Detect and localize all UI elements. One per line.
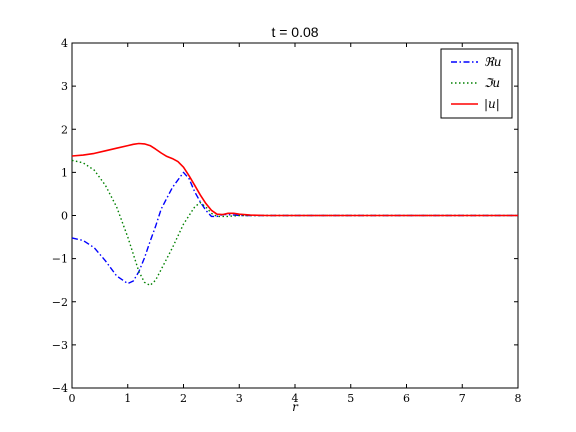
legend-label-1: ℜu [484,55,502,69]
y-tick-label: 0 [61,210,68,223]
y-tick-label: 3 [61,80,68,93]
y-tick-label: 1 [61,166,68,179]
y-tick-label: 4 [61,37,68,50]
legend-label-3: |u| [484,97,500,111]
legend: ℜu ℑu |u| [440,48,513,119]
legend-label-2: ℑu [484,76,500,90]
x-tick-label: 4 [292,392,299,405]
x-tick-label: 2 [180,392,187,405]
series-layer [71,142,518,287]
y-tick-label: −2 [52,296,68,309]
axis-ticks: 0 1 2 3 4 5 6 7 8 −4 −3 −2 −1 0 1 2 3 4 [52,37,522,405]
y-tick-label: −4 [52,382,68,395]
x-tick-label: 8 [515,392,522,405]
x-tick-label: 6 [403,392,410,405]
series-line-1 [71,171,518,285]
x-axis-label: r [292,400,299,414]
x-tick-label: 5 [347,392,354,405]
chart-title: t = 0.08 [271,24,318,40]
series-line-3 [71,142,518,217]
series-line-2 [71,159,518,287]
y-tick-label: 2 [61,123,68,136]
x-tick-label: 7 [459,392,466,405]
x-tick-label: 3 [236,392,243,405]
y-tick-label: −3 [52,339,68,352]
x-tick-label: 1 [124,392,131,405]
y-tick-label: −1 [52,253,68,266]
x-tick-label: 0 [69,392,76,405]
